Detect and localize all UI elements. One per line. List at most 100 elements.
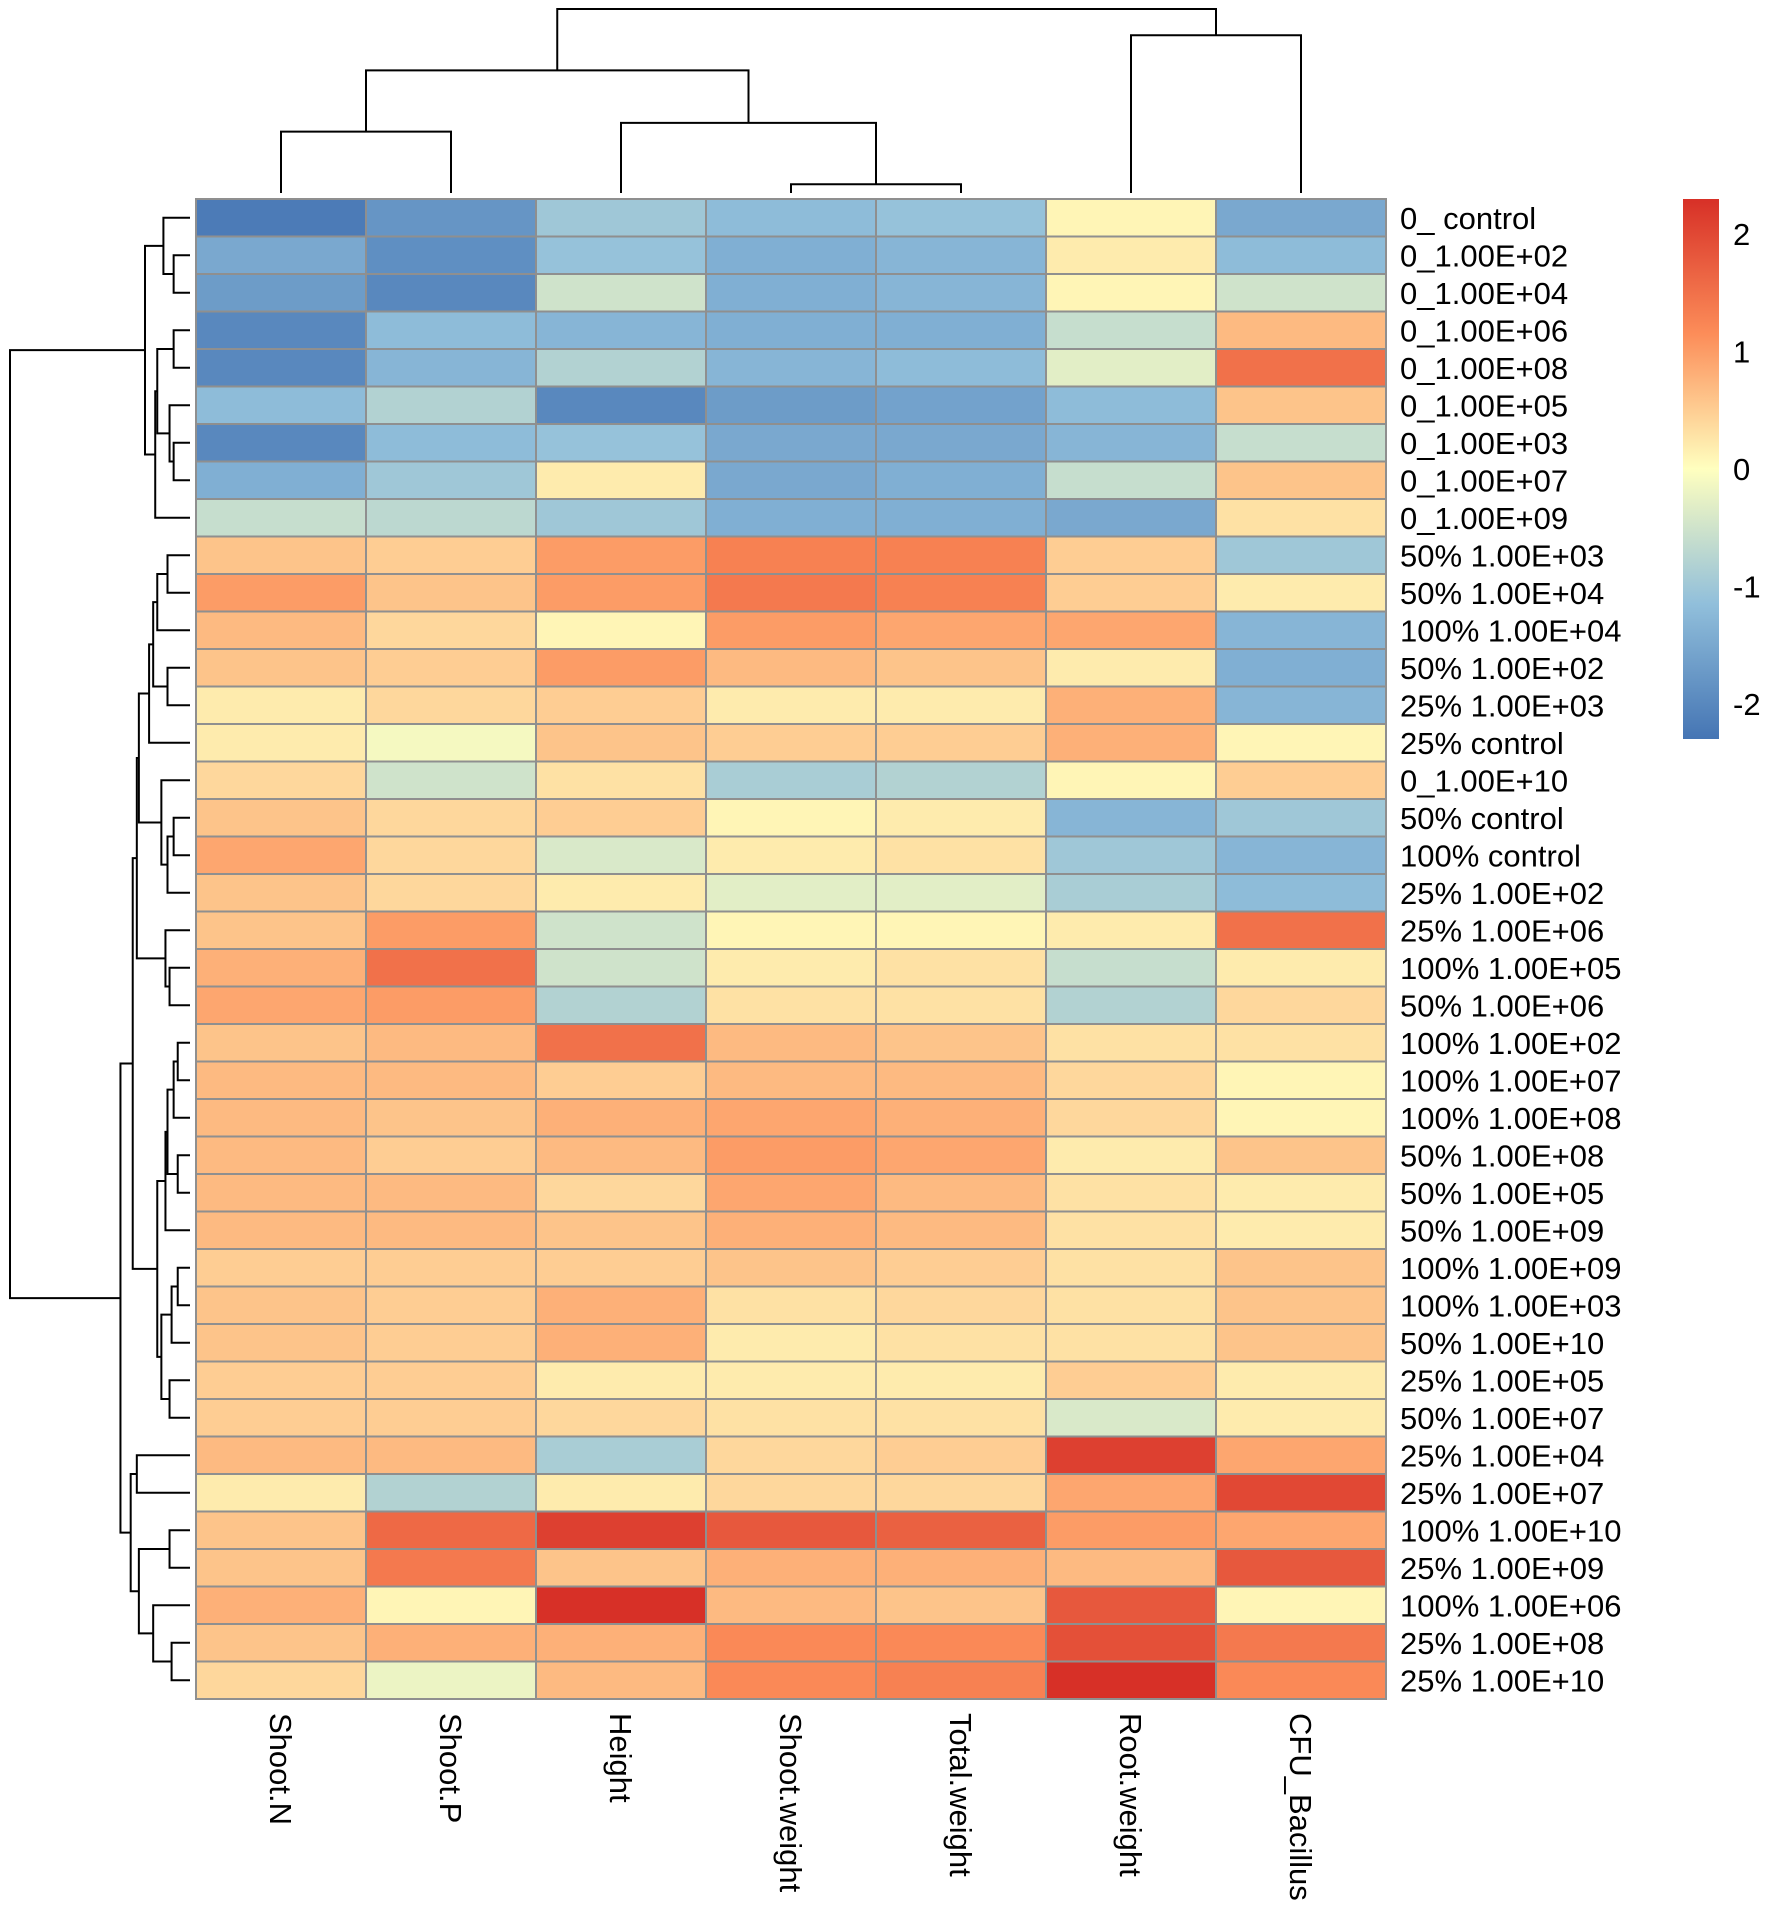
heatmap-cell — [1215, 1660, 1387, 1700]
row-label: 25% 1.00E+05 — [1400, 1363, 1604, 1398]
heatmap-cell — [195, 1285, 367, 1325]
heatmap-cell — [1045, 1060, 1217, 1100]
heatmap-cell — [705, 1285, 877, 1325]
heatmap-cell — [365, 1398, 537, 1438]
heatmap-cell — [875, 1473, 1047, 1513]
heatmap-cell — [705, 910, 877, 950]
heatmap-cell — [875, 760, 1047, 800]
heatmap-cell — [195, 985, 367, 1025]
heatmap-cell — [195, 648, 367, 688]
row-dendrogram-branch — [166, 1088, 178, 1175]
col-dendrogram-branch — [620, 121, 877, 193]
heatmap-cell — [1045, 1098, 1217, 1138]
heatmap-cell — [535, 573, 707, 613]
heatmap-cell — [705, 685, 877, 725]
heatmap-cell — [535, 385, 707, 425]
heatmap-cell — [875, 648, 1047, 688]
heatmap-cell — [535, 310, 707, 350]
row-dendrogram-branch — [166, 666, 190, 707]
heatmap-cell — [705, 1323, 877, 1363]
legend-tick-label: 2 — [1733, 217, 1750, 252]
row-dendrogram-branch — [148, 643, 190, 744]
row-dendrogram-branch — [129, 1473, 139, 1593]
heatmap-cell — [705, 835, 877, 875]
row-label: 50% 1.00E+07 — [1400, 1401, 1604, 1436]
heatmap-cell — [705, 1623, 877, 1663]
heatmap-cell — [195, 235, 367, 275]
heatmap-cell — [705, 273, 877, 313]
heatmap-cell — [1045, 348, 1217, 388]
heatmap-cell — [365, 835, 537, 875]
heatmap-cell — [705, 423, 877, 463]
heatmap-cell — [705, 348, 877, 388]
heatmap-cell — [1045, 798, 1217, 838]
row-label: 0_1.00E+06 — [1400, 313, 1568, 348]
heatmap-cell — [875, 723, 1047, 763]
heatmap-cell — [705, 648, 877, 688]
heatmap-cell — [1045, 948, 1217, 988]
heatmap-cell — [875, 1398, 1047, 1438]
heatmap-cell — [195, 1210, 367, 1250]
row-label: 100% control — [1400, 838, 1581, 873]
heatmap-cell — [195, 498, 367, 538]
heatmap-cell — [705, 460, 877, 500]
heatmap-cell — [875, 1548, 1047, 1588]
heatmap-cell — [365, 535, 537, 575]
heatmap-cell — [875, 948, 1047, 988]
heatmap-cell — [195, 1248, 367, 1288]
heatmap-cell — [535, 1060, 707, 1100]
heatmap-cell — [1045, 1135, 1217, 1175]
heatmap-cell — [365, 310, 537, 350]
heatmap-cell — [1215, 1548, 1387, 1588]
row-label: 100% 1.00E+04 — [1400, 613, 1622, 648]
heatmap-cell — [705, 610, 877, 650]
heatmap-cell — [195, 798, 367, 838]
heatmap-cell — [1045, 573, 1217, 613]
row-label: 0_1.00E+07 — [1400, 463, 1568, 498]
row-label: 100% 1.00E+10 — [1400, 1513, 1622, 1548]
heatmap-cell — [1045, 685, 1217, 725]
heatmap-cell — [535, 1098, 707, 1138]
heatmap-cell — [365, 723, 537, 763]
heatmap-cell — [535, 1210, 707, 1250]
heatmap-cell — [535, 1173, 707, 1213]
column-label: Shoot.N — [263, 1713, 298, 1825]
heatmap-cell — [875, 1173, 1047, 1213]
heatmap-cell — [1045, 1510, 1217, 1550]
heatmap-cell — [875, 498, 1047, 538]
heatmap-cell — [1215, 1510, 1387, 1550]
heatmap-cell — [365, 1323, 537, 1363]
heatmap-cell — [1215, 1585, 1387, 1625]
column-label: CFU_Bacillus — [1283, 1713, 1318, 1901]
heatmap-cell — [365, 1023, 537, 1063]
heatmap-cell — [1045, 1023, 1217, 1063]
heatmap-cell — [705, 1660, 877, 1700]
heatmap-cell — [875, 835, 1047, 875]
heatmap-cell — [365, 985, 537, 1025]
heatmap-cell — [1215, 760, 1387, 800]
heatmap-cell — [875, 1210, 1047, 1250]
heatmap-cell — [365, 610, 537, 650]
heatmap-cell — [875, 685, 1047, 725]
heatmap-cell — [535, 1285, 707, 1325]
heatmap-cell — [1215, 310, 1387, 350]
row-dendrogram-branch — [168, 1379, 190, 1419]
row-label: 50% 1.00E+06 — [1400, 988, 1604, 1023]
heatmap-cell — [1215, 798, 1387, 838]
heatmap-cell — [195, 835, 367, 875]
heatmap-cell — [195, 1323, 367, 1363]
heatmap-cell — [195, 310, 367, 350]
heatmap-cell — [1045, 1660, 1217, 1700]
heatmap-cell — [1215, 273, 1387, 313]
heatmap-cell — [705, 1248, 877, 1288]
col-dendrogram-branch — [280, 130, 452, 193]
heatmap-cell — [1045, 910, 1217, 950]
row-label: 50% 1.00E+03 — [1400, 538, 1604, 573]
heatmap-cell — [1045, 535, 1217, 575]
heatmap-cell — [705, 873, 877, 913]
legend-tick-label: -2 — [1733, 687, 1761, 722]
heatmap-cell — [1215, 460, 1387, 500]
heatmap-cell — [1045, 610, 1217, 650]
heatmap-cell — [535, 1023, 707, 1063]
heatmap-cell — [1215, 835, 1387, 875]
